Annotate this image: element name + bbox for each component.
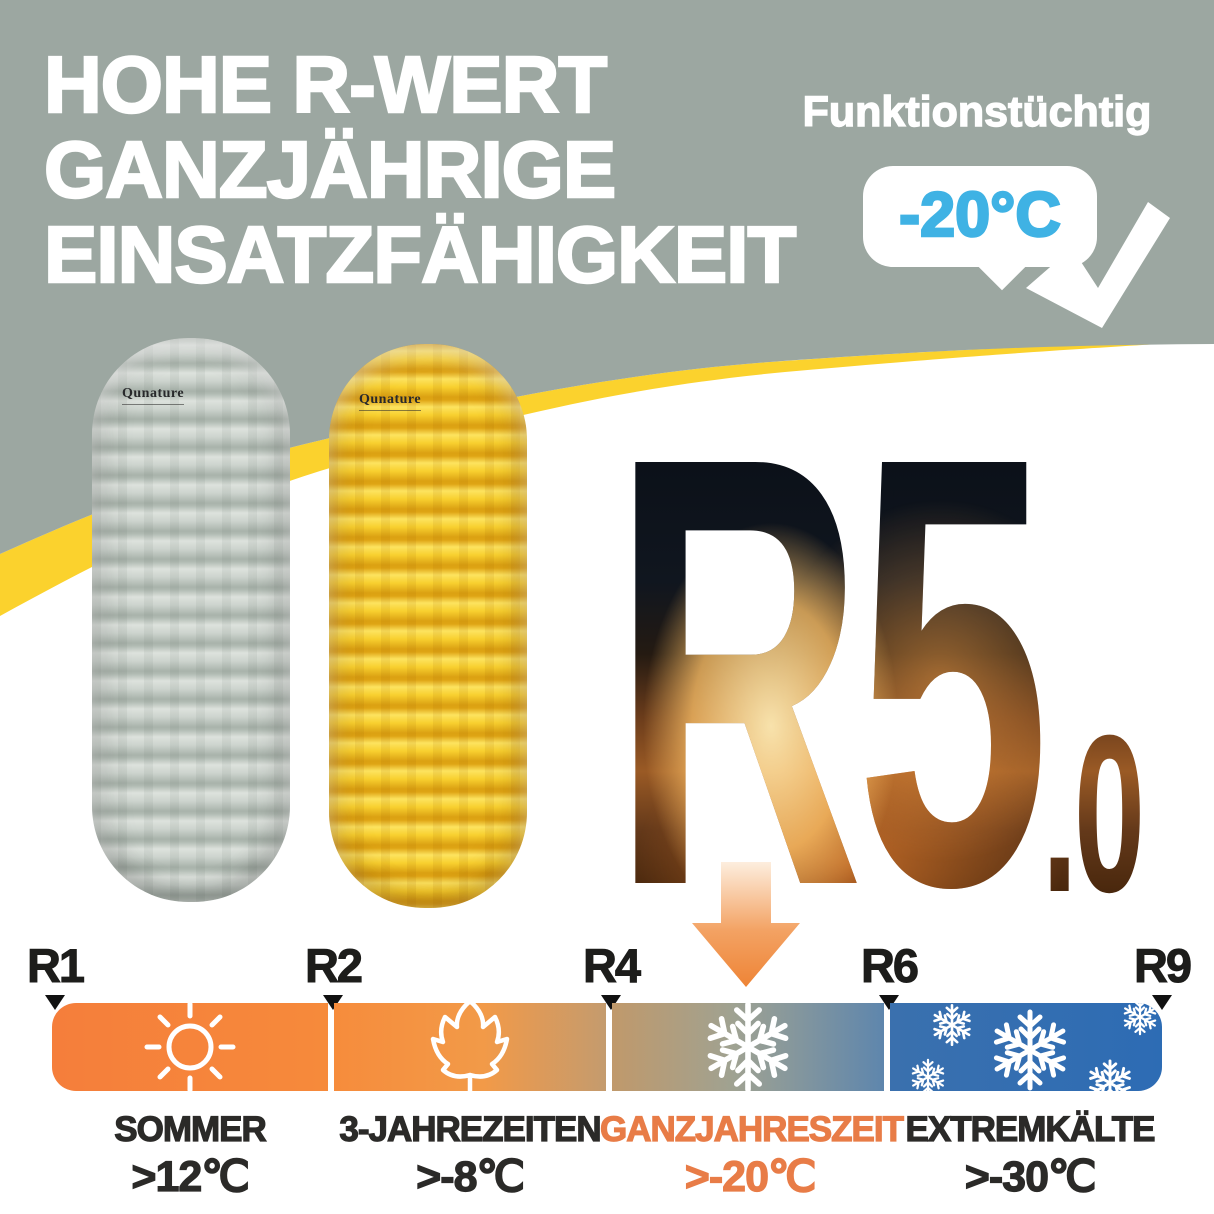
sleeping-pad-yellow: Qunature	[329, 344, 527, 908]
brand-logo: Qunature	[122, 386, 185, 405]
scale-segment-three-season	[334, 1003, 606, 1091]
season-temp: >12℃	[131, 1152, 250, 1201]
scale-marker-r4: R4	[566, 939, 656, 1010]
feature-label: Funktionstüchtig	[802, 87, 1152, 136]
sun-icon	[144, 1003, 236, 1091]
marker-label: R4	[582, 939, 641, 992]
r-value-main: R5	[612, 329, 1042, 1014]
sleeping-pad-gray: Qunature	[92, 338, 290, 902]
snowflakes-icon	[909, 1003, 1159, 1091]
headline-line-3: EINSATZFÄHIGKEIT	[43, 210, 798, 299]
badge-temp-text: -20°C	[898, 178, 1062, 251]
season-title: 3-JAHREZEITEN	[339, 1109, 602, 1149]
scale-marker-r1: R1	[10, 939, 100, 1010]
headline-line-1: HOHE R-WERT	[43, 40, 609, 129]
scale-label-three-season: 3-JAHREZEITEN >-8℃	[320, 1109, 620, 1202]
scale-marker-r9: R9	[1117, 939, 1207, 1010]
marker-label: R1	[26, 939, 85, 992]
marker-label: R6	[860, 939, 919, 992]
headline-line-2: GANZJÄHRIGE	[43, 125, 618, 214]
scale-label-extreme-cold: EXTREMKÄLTE >-30℃	[880, 1109, 1180, 1202]
season-title: SOMMER	[114, 1109, 268, 1149]
scale-segment-extreme-cold	[890, 1003, 1162, 1091]
r-value-decimal: .0	[1041, 689, 1142, 940]
marker-triangle-icon	[45, 995, 65, 1010]
season-temp: >-30℃	[964, 1152, 1097, 1201]
marker-label: R2	[304, 939, 363, 992]
marker-triangle-icon	[1152, 995, 1172, 1010]
headline: HOHE R-WERT GANZJÄHRIGE EINSATZFÄHIGKEIT	[43, 40, 798, 299]
r-value-scale-bar	[52, 1003, 1162, 1091]
maple-leaf-icon	[430, 1003, 510, 1091]
scale-marker-r2: R2	[288, 939, 378, 1010]
r-value-display: R5 .0	[612, 446, 1142, 898]
scale-marker-r6: R6	[844, 939, 934, 1010]
background-gray-area	[0, 0, 1214, 554]
scale-label-all-season: GANZJAHRESZEIT >-20℃	[599, 1109, 904, 1202]
season-temp: >-8℃	[416, 1152, 526, 1201]
season-temp: >-20℃	[684, 1152, 817, 1201]
down-arrow-icon	[692, 862, 800, 987]
brand-logo: Qunature	[359, 392, 422, 411]
marker-label: R9	[1133, 939, 1192, 992]
scale-label-summer: SOMMER >12℃	[40, 1109, 340, 1202]
scale-segment-summer	[52, 1003, 328, 1091]
scale-segment-all-season	[612, 1003, 884, 1091]
season-title: EXTREMKÄLTE	[905, 1109, 1156, 1149]
temperature-badge: -20°C	[863, 166, 1097, 267]
snowflake-icon	[698, 1003, 798, 1091]
checkmark-icon	[1026, 202, 1170, 328]
season-title: GANZJAHRESZEIT	[599, 1109, 904, 1149]
